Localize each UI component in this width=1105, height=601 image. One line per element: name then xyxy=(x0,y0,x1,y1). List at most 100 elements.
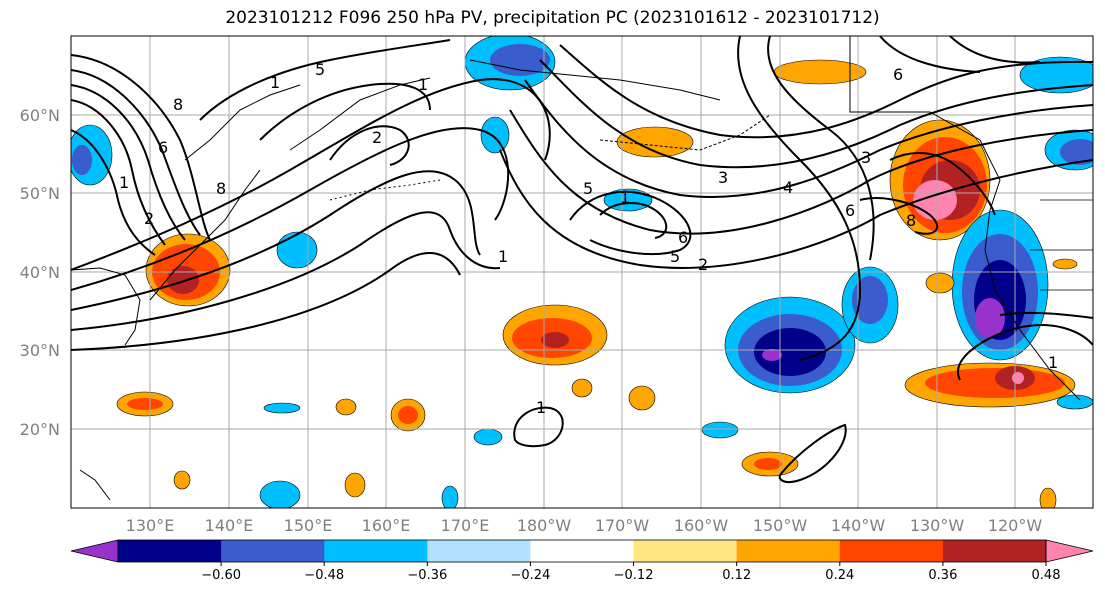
precip-patch xyxy=(398,406,418,424)
pv-contour xyxy=(879,36,981,73)
pv-contour xyxy=(767,36,875,261)
pv-contour xyxy=(259,82,431,141)
contour-label: 6 xyxy=(158,138,168,157)
precip-patch xyxy=(1060,139,1093,165)
precip-patch xyxy=(1052,258,1078,270)
precip-patch xyxy=(628,385,656,411)
contour-label: 3 xyxy=(718,168,728,187)
colorbar-swatch xyxy=(427,540,531,562)
colorbar-swatch xyxy=(530,540,635,562)
precip-patch xyxy=(852,276,888,324)
lon-label: 150°W xyxy=(753,516,808,535)
coastlines xyxy=(71,36,1093,501)
pv-contour xyxy=(71,252,461,351)
pv-contour xyxy=(539,59,1093,169)
pv-contour xyxy=(71,127,510,291)
lon-label: 130°W xyxy=(910,516,965,535)
contour-label: 1 xyxy=(270,73,280,92)
na-coast xyxy=(849,36,1081,401)
precip-patch xyxy=(571,378,593,398)
pv-contour xyxy=(199,39,451,121)
lon-label: 180°W xyxy=(517,516,572,535)
lat-label: 50°N xyxy=(20,184,60,203)
contour-labels: 8 6 1 2 5 1 2 8 1 5 3 4 5 6 2 1 6 3 8 6 … xyxy=(119,60,1058,417)
colorbar: −0.60 −0.48 −0.36 −0.24 −0.12 0.12 0.24 0.36 0.4… xyxy=(70,539,1094,583)
pv-contour xyxy=(71,170,481,311)
precip-patch xyxy=(925,368,1065,398)
map-area: 8 6 1 2 5 1 2 8 1 5 3 4 5 6 2 1 6 3 8 6 … xyxy=(71,36,1093,508)
precip-patch xyxy=(72,145,92,175)
colorbar-tick-label: −0.12 xyxy=(614,568,654,583)
pv-contour xyxy=(499,149,1093,269)
contour-label: 4 xyxy=(783,178,793,197)
lon-label: 170°E xyxy=(441,516,490,535)
pv-contour xyxy=(71,69,201,236)
precip-patch xyxy=(344,472,366,498)
lon-labels: 130°E 140°E 150°E 160°E 170°E 180°W 170°… xyxy=(126,516,1043,535)
na-borders xyxy=(1030,199,1093,291)
sea-coast xyxy=(79,469,111,501)
pv-contour xyxy=(71,84,186,241)
colorbar-border xyxy=(117,539,1047,563)
map-title: 2023101212 F096 250 hPa PV, precipitatio… xyxy=(225,8,880,28)
lon-label: 160°W xyxy=(674,516,729,535)
lon-label: 120°W xyxy=(988,516,1043,535)
colorbar-swatch xyxy=(118,540,222,562)
contour-label: 1 xyxy=(536,398,546,417)
precip-patch xyxy=(701,421,739,439)
contour-label: 2 xyxy=(372,128,382,147)
japan-coast xyxy=(149,169,261,301)
precip-patch xyxy=(754,328,826,376)
pv-contour xyxy=(71,99,166,246)
contour-label: 2 xyxy=(144,209,154,228)
colorbar-swatch xyxy=(942,540,1047,562)
precip-patch xyxy=(1019,56,1093,94)
precip-patch xyxy=(441,485,459,508)
lon-label: 140°W xyxy=(831,516,886,535)
pv-contour xyxy=(949,36,1041,64)
lat-label: 60°N xyxy=(20,106,60,125)
precip-patch xyxy=(925,272,955,294)
colorbar-swatch xyxy=(324,540,428,562)
lon-label: 130°E xyxy=(126,516,175,535)
pv-contour xyxy=(329,125,410,166)
asia-coast xyxy=(71,267,141,346)
precip-patch xyxy=(1039,487,1057,508)
precip-patch xyxy=(335,398,357,416)
precip-patch xyxy=(263,402,301,414)
precip-patch xyxy=(1056,394,1093,410)
contour-label: 3 xyxy=(861,148,871,167)
asia-north-coast xyxy=(184,84,301,161)
precip-patch xyxy=(276,231,318,269)
colorbar-extend-high xyxy=(1045,539,1094,563)
contour-label: 5 xyxy=(670,247,680,266)
contour-label: 6 xyxy=(893,65,903,84)
lat-label: 30°N xyxy=(20,341,60,360)
pv-contour xyxy=(71,129,156,256)
precip-patch xyxy=(975,298,1005,338)
lon-label: 150°E xyxy=(284,516,333,535)
lat-labels: 60°N 50°N 40°N 30°N 20°N xyxy=(20,106,60,439)
pv-contour xyxy=(71,54,211,241)
precip-patch xyxy=(167,266,199,294)
lat-label: 20°N xyxy=(20,420,60,439)
colorbar-tick-label: −0.48 xyxy=(304,568,344,583)
contour-label: 8 xyxy=(906,211,916,230)
colorbar-tick-label: −0.24 xyxy=(511,568,551,583)
pv-contour xyxy=(71,211,501,331)
pv-contour xyxy=(569,190,692,256)
colorbar-tick-label: −0.60 xyxy=(201,568,241,583)
precip-patch xyxy=(127,398,163,410)
pv-contour xyxy=(957,324,1093,381)
precip-patch xyxy=(490,44,550,76)
contour-label: 6 xyxy=(678,228,688,247)
colorbar-tick-label: 0.36 xyxy=(928,568,957,583)
pv-contour xyxy=(599,202,668,239)
map-frame xyxy=(70,35,1094,509)
precip-patch xyxy=(754,458,782,470)
contour-label: 8 xyxy=(216,179,226,198)
colorbar-tick-label: 0.24 xyxy=(825,568,854,583)
colorbar-swatch xyxy=(221,540,325,562)
pv-contour xyxy=(509,109,1093,235)
